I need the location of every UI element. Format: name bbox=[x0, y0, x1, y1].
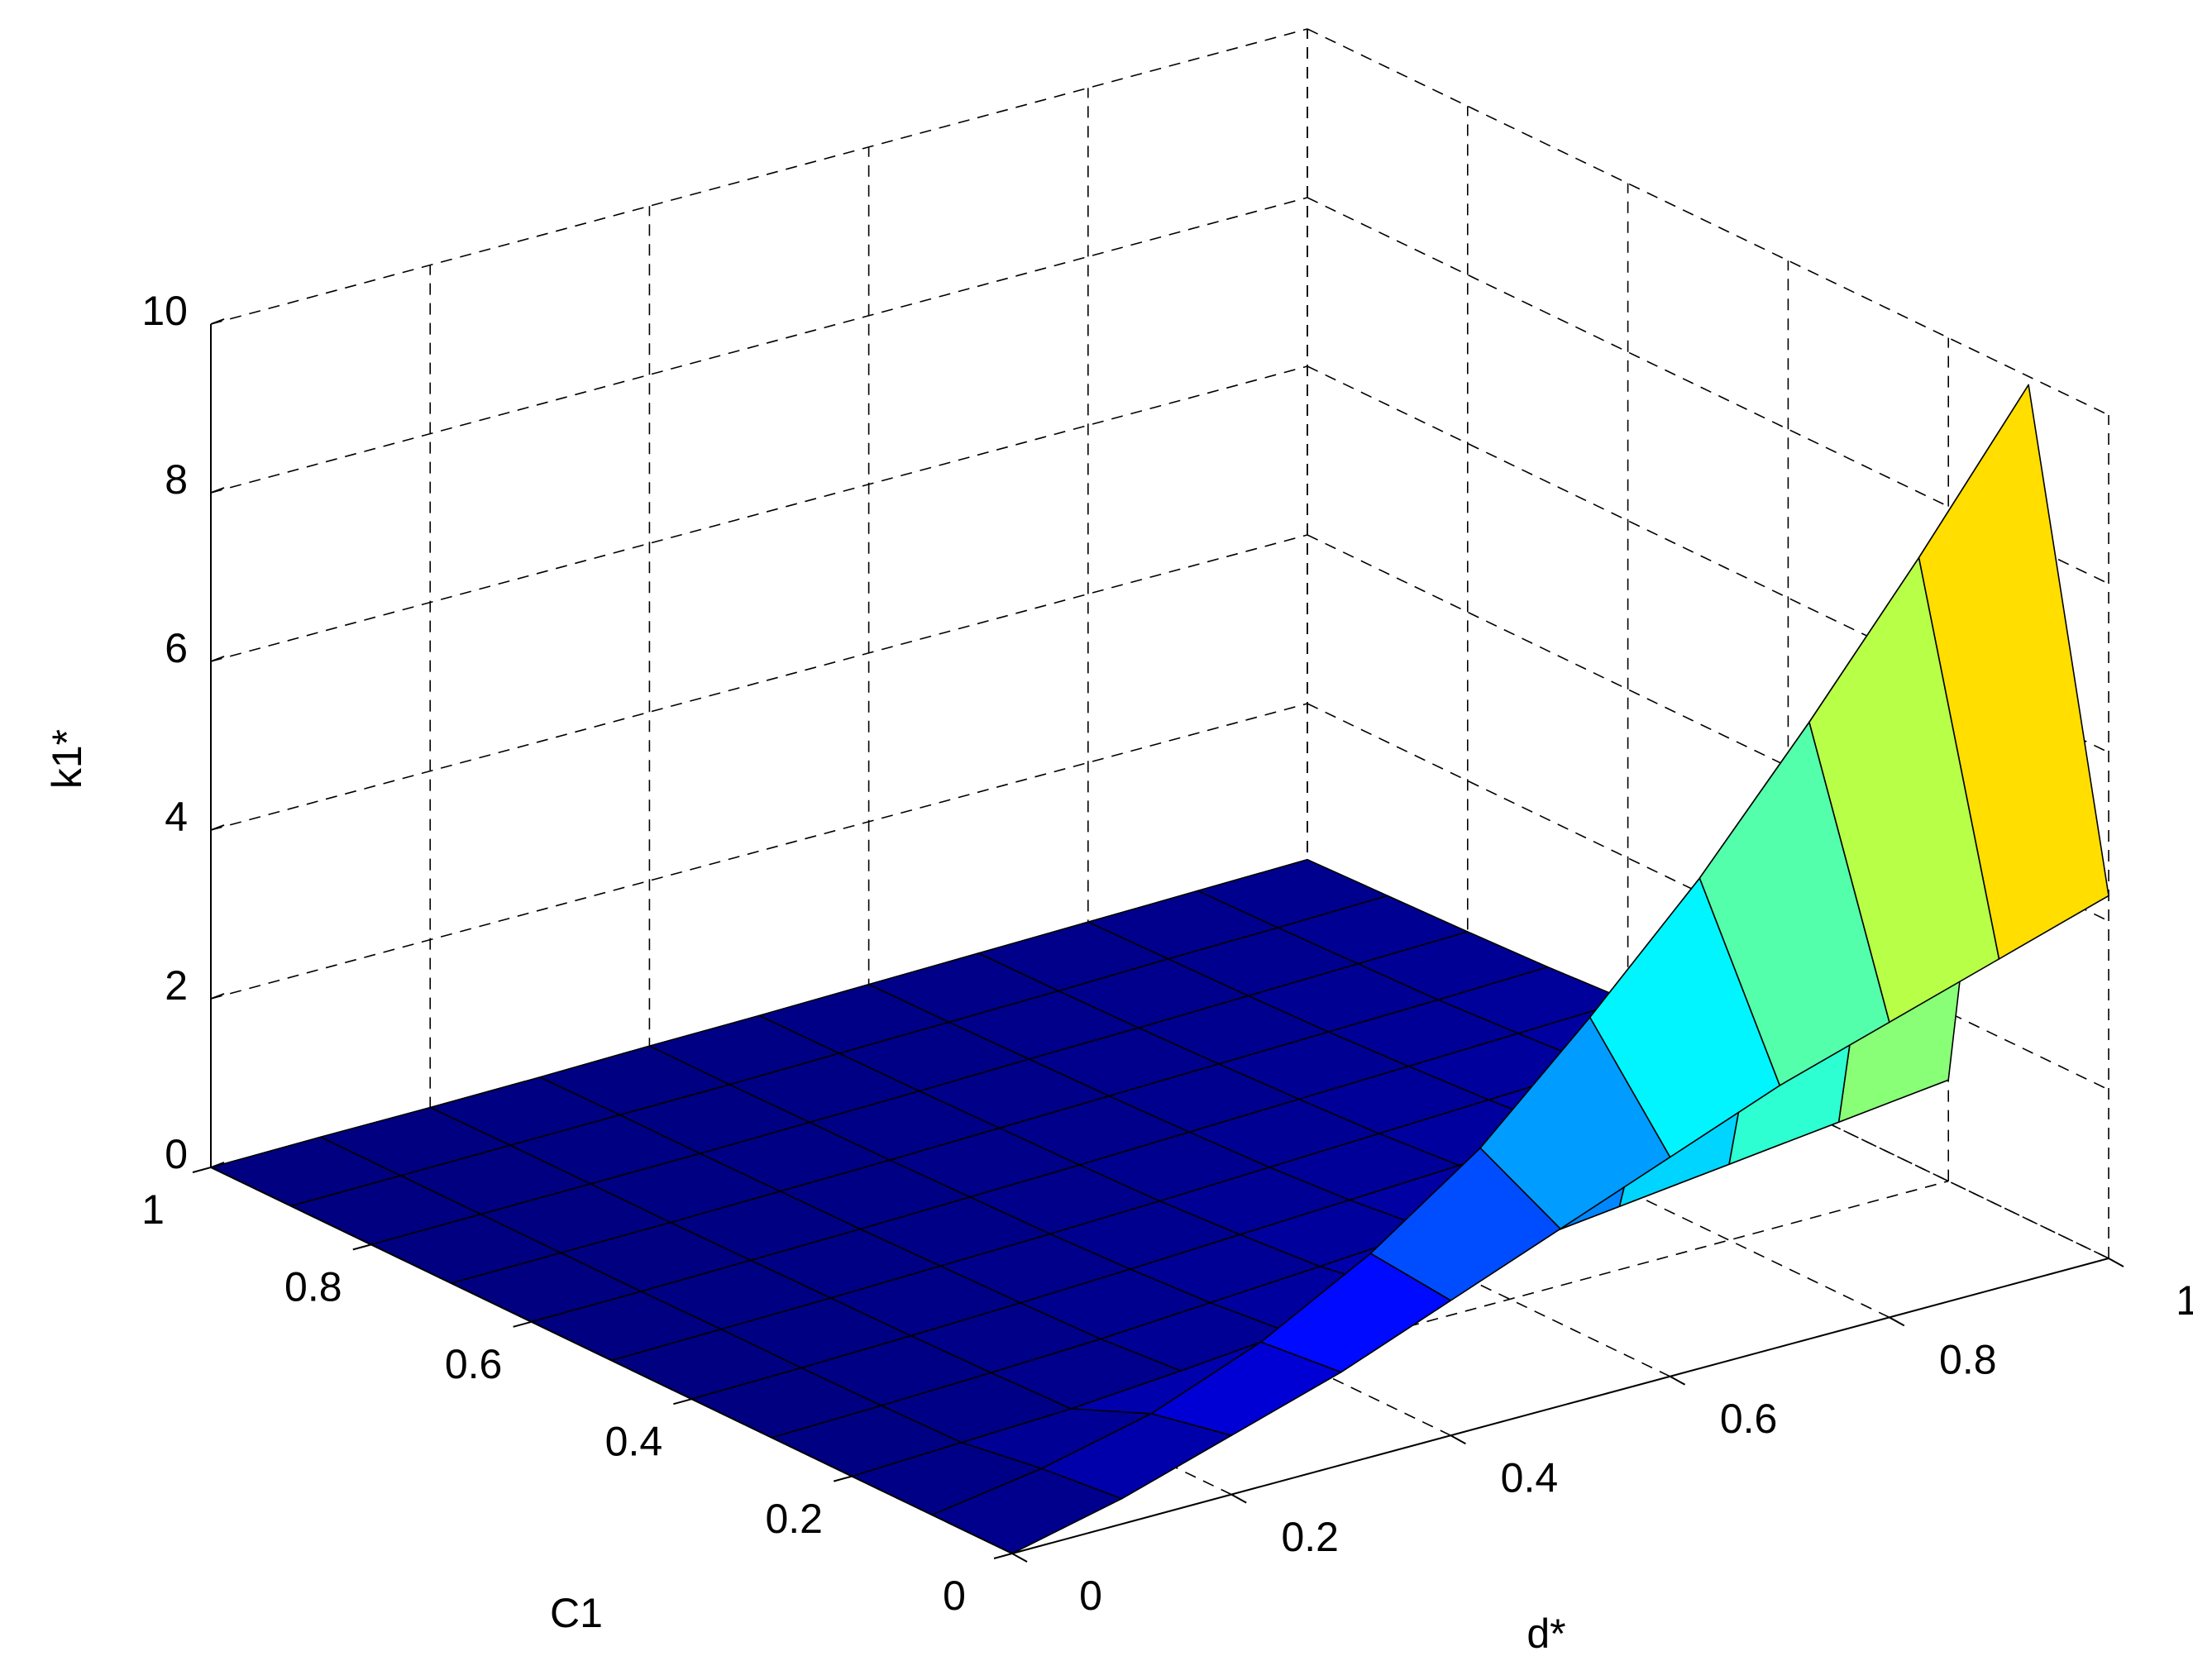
y-tick bbox=[352, 1243, 372, 1251]
y-tick bbox=[673, 1398, 692, 1406]
z-tick-label: 10 bbox=[141, 288, 188, 334]
y-tick bbox=[993, 1553, 1013, 1559]
z-tick-label: 0 bbox=[165, 1131, 188, 1177]
x-tick-label: 0.2 bbox=[1281, 1514, 1339, 1560]
grid-line bbox=[210, 534, 1308, 831]
y-axis-label: C1 bbox=[550, 1590, 603, 1636]
z-tick bbox=[210, 487, 225, 494]
x-tick-label: 0.8 bbox=[1939, 1337, 1997, 1383]
y-axis bbox=[210, 1167, 1013, 1554]
z-tick-label: 2 bbox=[165, 962, 188, 1009]
z-tick bbox=[210, 824, 225, 831]
x-tick-label: 1 bbox=[2176, 1277, 2193, 1324]
x-tick bbox=[2108, 1258, 2124, 1267]
grid-line bbox=[210, 365, 1308, 662]
z-tick bbox=[210, 656, 225, 662]
x-axis-label: d* bbox=[1526, 1611, 1565, 1657]
x-tick-label: 0 bbox=[1079, 1573, 1102, 1619]
z-tick bbox=[210, 1162, 225, 1168]
z-tick bbox=[210, 993, 225, 1000]
x-tick bbox=[1230, 1493, 1247, 1504]
x-tick-label: 0.4 bbox=[1501, 1454, 1559, 1501]
x-tick bbox=[1011, 1553, 1028, 1563]
grid-line bbox=[210, 197, 1308, 494]
x-tick bbox=[1450, 1434, 1466, 1445]
y-tick bbox=[833, 1475, 853, 1482]
x-tick-label: 0.6 bbox=[1720, 1396, 1778, 1442]
x-axis bbox=[1011, 1258, 2109, 1554]
y-tick-label: 0.8 bbox=[284, 1264, 342, 1310]
y-tick bbox=[192, 1167, 212, 1173]
grid-line bbox=[210, 28, 1308, 325]
z-tick-label: 6 bbox=[165, 625, 188, 671]
x-tick bbox=[1670, 1375, 1686, 1386]
z-tick bbox=[210, 318, 225, 325]
z-tick-label: 4 bbox=[165, 794, 188, 840]
grid-line bbox=[210, 703, 1308, 1000]
grid-line bbox=[1307, 28, 2109, 416]
y-tick-label: 0.2 bbox=[765, 1496, 823, 1542]
surface-layer bbox=[210, 384, 2109, 1554]
z-tick-label: 8 bbox=[165, 456, 188, 503]
y-tick-label: 0 bbox=[943, 1573, 966, 1619]
y-tick-label: 1 bbox=[141, 1186, 165, 1233]
z-axis-label: k1* bbox=[44, 729, 90, 789]
y-tick bbox=[513, 1320, 532, 1328]
y-tick-label: 0.6 bbox=[445, 1341, 503, 1387]
x-tick bbox=[1889, 1316, 1905, 1327]
y-tick-label: 0.4 bbox=[605, 1418, 663, 1464]
